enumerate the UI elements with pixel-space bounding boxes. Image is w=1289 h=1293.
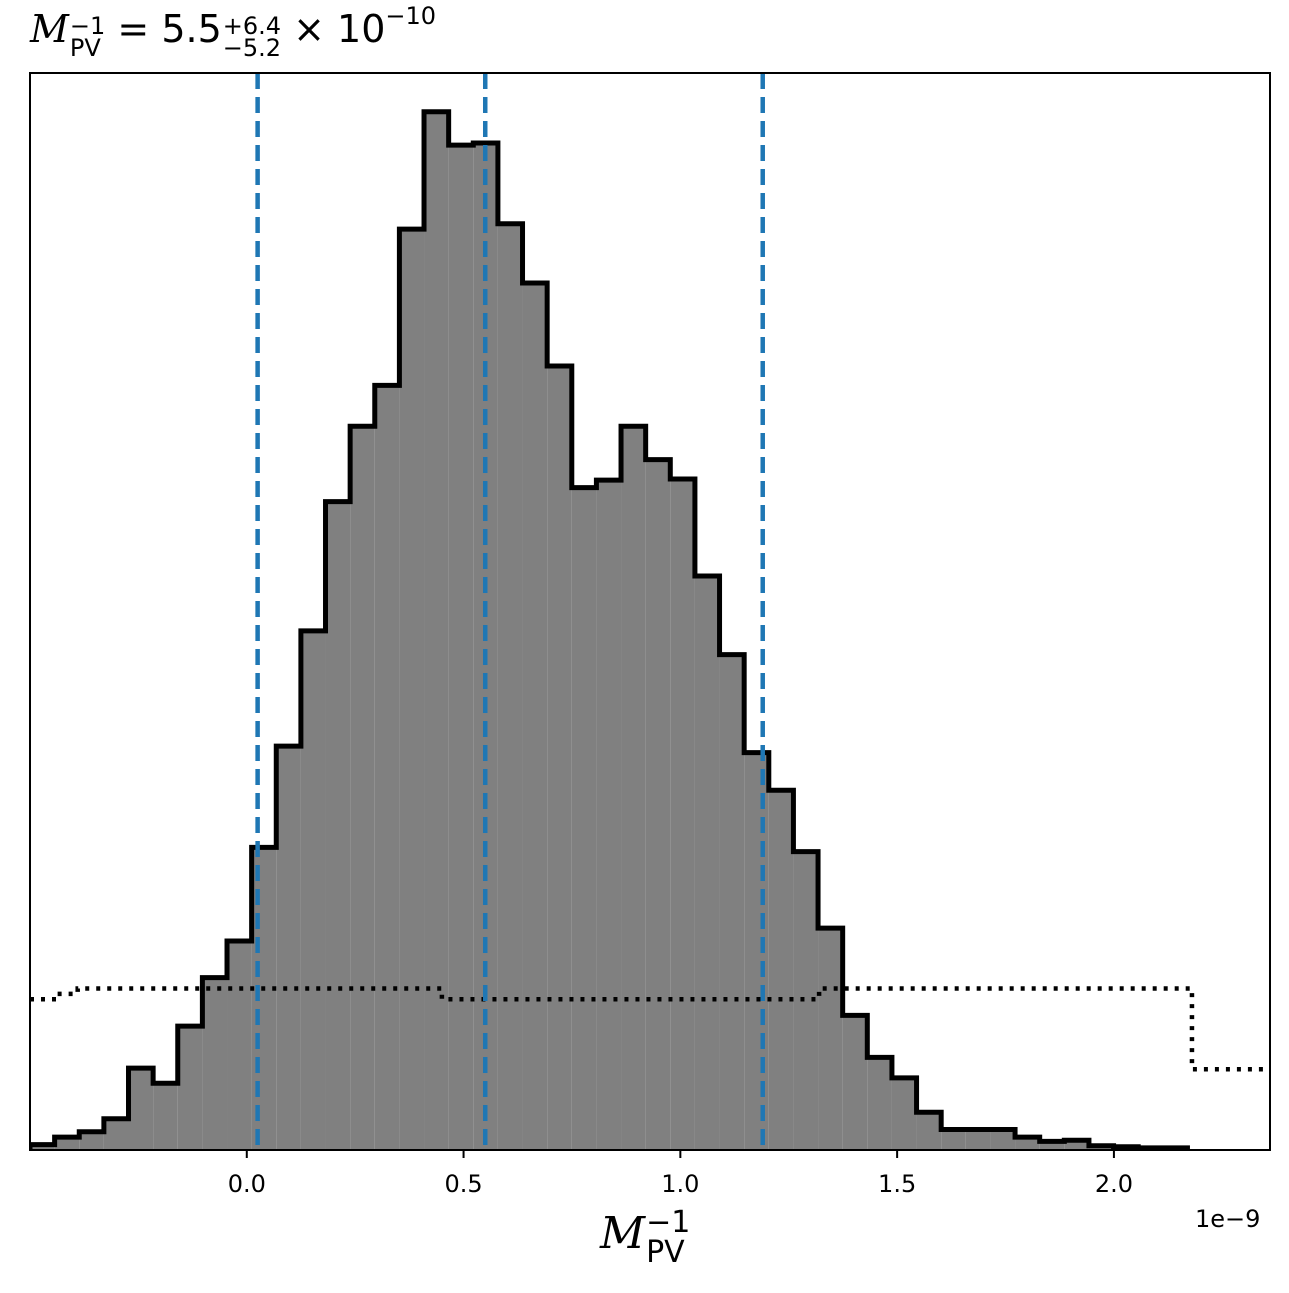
histogram-bar bbox=[916, 1112, 942, 1150]
x-tick-label: 2.0 bbox=[1095, 1170, 1133, 1198]
histogram-bar bbox=[744, 752, 769, 1150]
title-equals: = bbox=[105, 7, 162, 51]
histogram-bar bbox=[227, 941, 252, 1150]
histogram-bar bbox=[867, 1057, 892, 1150]
title-times: × 10 bbox=[281, 7, 386, 51]
histogram-bar bbox=[497, 223, 523, 1150]
histogram-bar bbox=[54, 1137, 80, 1150]
histogram-bar bbox=[596, 480, 622, 1150]
histogram-bar bbox=[818, 928, 843, 1150]
histogram-bar bbox=[891, 1077, 917, 1150]
histogram-bar bbox=[670, 479, 695, 1150]
histogram-bar bbox=[251, 847, 277, 1150]
histogram-bar bbox=[424, 111, 449, 1150]
histogram-bar bbox=[30, 1144, 55, 1150]
title-upper-err: +6.4 bbox=[222, 12, 282, 40]
histogram-bar bbox=[276, 746, 301, 1150]
axis-offset-text: 1e−9 bbox=[1195, 1205, 1261, 1233]
histogram-bar bbox=[202, 977, 228, 1150]
histogram-bar bbox=[941, 1129, 966, 1150]
histogram-bar bbox=[1064, 1140, 1089, 1150]
title-exponent: −10 bbox=[385, 2, 437, 30]
histogram-bar bbox=[103, 1118, 129, 1150]
x-tick-label: 0.5 bbox=[444, 1170, 482, 1198]
histogram-bar bbox=[990, 1129, 1016, 1150]
reference-lines-layer bbox=[255, 73, 765, 1150]
title-median: 5.5 bbox=[161, 7, 222, 51]
histogram-outline bbox=[30, 109, 1190, 1150]
histogram-bar bbox=[153, 1083, 178, 1150]
title-lower-err: −5.2 bbox=[222, 34, 282, 62]
xlabel-symbol: M bbox=[600, 1208, 646, 1259]
histogram-bar bbox=[448, 145, 474, 1150]
histogram-bar bbox=[350, 426, 375, 1150]
histogram-bar bbox=[473, 143, 498, 1150]
title-symbol: M bbox=[30, 7, 69, 51]
x-tick-label: 1.0 bbox=[661, 1170, 699, 1198]
plot-frame bbox=[29, 72, 1271, 1151]
histogram-bar bbox=[79, 1131, 104, 1150]
histogram-layer bbox=[30, 109, 1190, 1150]
histogram-bar bbox=[719, 654, 745, 1150]
histogram-bar bbox=[325, 501, 351, 1150]
histogram-bar bbox=[547, 365, 572, 1150]
histogram-bar bbox=[571, 487, 597, 1150]
chart-title: M −1 PV = 5.5 +6.4 −5.2 × 10−10 bbox=[30, 2, 437, 62]
histogram-bar bbox=[177, 1026, 203, 1150]
x-axis-label: M −1 PV bbox=[600, 1208, 690, 1268]
histogram-bar bbox=[645, 459, 671, 1150]
x-tick-label: 0.0 bbox=[228, 1170, 266, 1198]
histogram-bar bbox=[128, 1068, 154, 1150]
histogram-bar bbox=[399, 229, 425, 1150]
histogram-bar bbox=[1015, 1137, 1040, 1150]
x-axis-ticks: 0.0 0.5 1.0 1.5 2.0 bbox=[228, 1150, 1133, 1198]
x-tick-label: 1.5 bbox=[878, 1170, 916, 1198]
xlabel-sup: −1 bbox=[646, 1205, 691, 1240]
histogram-bar bbox=[300, 630, 326, 1150]
title-sup: −1 bbox=[69, 12, 106, 40]
histogram-bar bbox=[694, 575, 720, 1150]
histogram-bar bbox=[842, 1015, 868, 1150]
histogram-bar bbox=[768, 790, 794, 1150]
histogram-bar bbox=[965, 1129, 991, 1150]
xlabel-sub: PV bbox=[646, 1235, 685, 1270]
title-sub: PV bbox=[69, 34, 101, 62]
histogram-bar bbox=[522, 283, 548, 1150]
histogram-bar bbox=[621, 426, 646, 1150]
histogram-bar bbox=[374, 385, 400, 1150]
histogram-bar bbox=[1039, 1141, 1065, 1150]
